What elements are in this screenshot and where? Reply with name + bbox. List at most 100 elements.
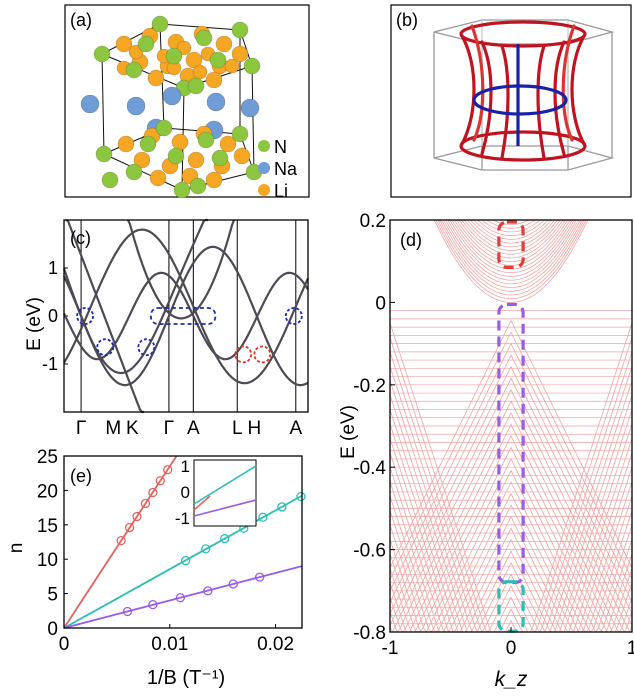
legend-swatch [258,184,270,196]
n-atom [125,61,143,79]
valence-state [389,394,633,633]
y-tick-label: 25 [37,448,58,468]
x-tick-label: 0 [506,638,517,659]
legend-label: Na [274,159,298,179]
panel-b-label: (b) [396,10,418,30]
panel-e-label: (e) [70,466,92,486]
legend-label: Li [274,181,288,198]
n-atom [209,51,227,69]
k-point-label: H [247,418,261,439]
panel-c: E (eV) 10-1Γ M K Γ A L H A (c) [24,218,310,439]
panel-a: (a) NNa Li [64,4,310,198]
y-tick-label: -0.8 [353,623,386,644]
panel-d-label: (d) [400,230,422,250]
panel-b-frame [390,4,632,198]
cage-edge [251,65,255,173]
valence-state [390,434,632,633]
y-tick-label: 0 [375,293,386,314]
legend-label: N [274,137,287,157]
inset-tick-label: -1 [175,509,190,528]
n-atom [95,145,113,163]
li-atom [185,51,203,69]
k-point-label: A [187,418,200,439]
data-point [258,512,268,522]
valence-state [390,446,632,633]
li-atom [115,35,133,53]
surface-spectrum-plot [389,219,633,633]
band-line [63,228,310,385]
panel-e-frame [63,455,303,629]
panel-c-frame [63,219,309,413]
n-atom [231,125,249,143]
valence-state [390,423,632,633]
valence-state [390,596,632,633]
x-tick-label: -1 [382,638,399,659]
panel-a-label: (a) [70,10,92,30]
li-atom [187,151,205,169]
na-atom [80,94,100,114]
conduction-state [390,219,632,292]
legend: NNa Li [258,137,298,198]
n-atom [197,131,215,149]
band-line [63,271,309,361]
x-tick-label: 1 [627,638,634,659]
data-point [228,579,238,589]
n-atom [139,135,157,153]
y-tick-label: 0.2 [360,212,386,232]
n-atom [173,181,191,198]
panel-d-xlabel: k_z [495,668,528,691]
valence-state [390,504,632,633]
data-point [201,544,211,554]
li-atom [215,35,233,53]
data-point [116,535,126,546]
li-atom [224,58,240,74]
li-atom [149,169,167,187]
n-atom [189,177,207,195]
degeneracy-marker [284,307,303,325]
li-atom [205,171,223,189]
li-atom [219,135,237,153]
y-tick-label: -0.2 [353,376,386,397]
conduction-state [390,219,632,263]
conduction-state [390,219,632,266]
inset-line [193,499,257,517]
band-line [127,219,236,320]
n-atom [187,77,205,95]
li-atom [233,147,251,165]
k-point-label: K [126,418,139,439]
li-atom [117,135,135,153]
y-tick-label: 5 [47,585,58,606]
n-atom [231,21,249,39]
na-atom [240,98,260,118]
data-point [277,502,287,512]
band-line [62,218,208,375]
panel-b: (b) [390,4,632,198]
panel-c-ylabel: E (eV) [24,297,45,351]
legend-swatch [258,162,270,174]
valence-state [389,596,633,633]
inset-tick-label: 1 [181,457,190,476]
nodal-line-marker [150,307,217,325]
data-point [255,572,265,582]
x-tick-label: 0 [59,634,70,655]
valence-state [390,388,632,633]
valence-state [389,452,633,633]
cage-edge [101,53,105,155]
legend-swatch [258,140,270,152]
y-tick-label: 15 [37,516,58,537]
band-line [65,218,144,414]
k-point-label: Γ [76,418,86,439]
k-point-label: L [232,418,243,439]
panel-d-axes: 0.2 0 -0.2 -0.4 -0.6 -0.8-1 0 1 [353,212,634,659]
fit-line [63,494,303,629]
band-line [63,245,309,387]
valence-state [389,365,633,615]
k-point-label: M [105,418,121,439]
valence-state [389,409,633,633]
data-point [148,487,158,498]
na-atom [206,92,226,112]
k-point-label: Γ [164,418,174,439]
y-tick-label: -1 [42,354,58,374]
